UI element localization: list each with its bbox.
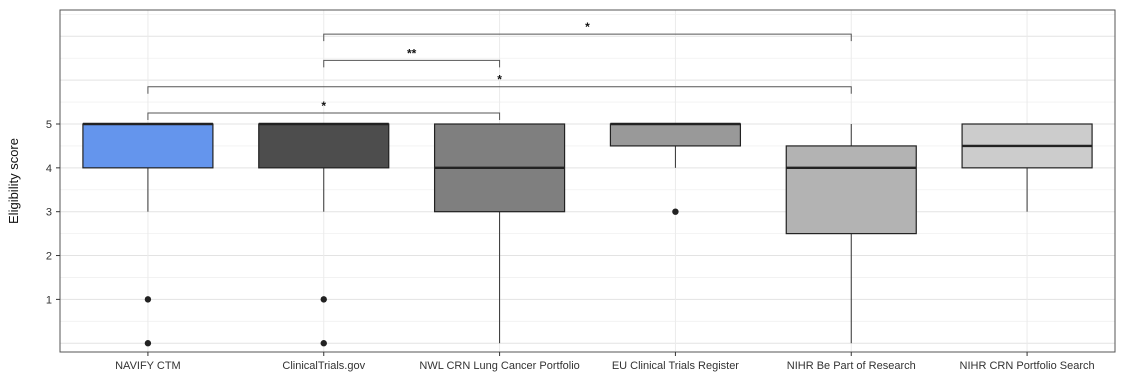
plot-panel-border — [59, 9, 1116, 353]
boxes — [82, 122, 1093, 347]
box-6 — [961, 123, 1093, 212]
x-tick-label: NIHR Be Part of Research — [787, 360, 916, 372]
x-tick-label: EU Clinical Trials Register — [612, 360, 739, 372]
box-iqr — [82, 123, 214, 169]
box-iqr — [785, 145, 917, 235]
y-tick-label: 1 — [46, 294, 52, 306]
box-4 — [609, 122, 742, 215]
y-axis-ticks: 1 2 3 4 5 — [46, 119, 60, 306]
x-tick-label: NWL CRN Lung Cancer Portfolio — [419, 360, 579, 372]
y-tick-label: 2 — [46, 251, 52, 263]
x-tick-label: NIHR CRN Portfolio Search — [960, 360, 1095, 372]
significance-brackets: ***** — [147, 20, 852, 121]
box-5 — [785, 124, 917, 344]
x-tick-label: ClinicalTrials.gov — [282, 360, 365, 372]
significance-label: ** — [407, 46, 417, 60]
grid-lines — [60, 10, 1115, 352]
box-iqr — [258, 123, 390, 169]
x-tick-label: NAVIFY CTM — [115, 360, 181, 372]
outlier-point — [144, 296, 152, 303]
box-1 — [82, 122, 214, 347]
bracket-line — [147, 86, 852, 94]
significance-label: * — [585, 20, 590, 34]
y-tick-label: 5 — [46, 119, 52, 131]
bracket-line — [323, 33, 852, 42]
box-3 — [433, 123, 566, 344]
outlier-point — [144, 340, 152, 347]
bracket-line — [147, 112, 501, 121]
significance-label: * — [497, 73, 502, 87]
box-iqr — [609, 123, 742, 147]
outlier-point — [320, 296, 327, 303]
y-tick-label: 4 — [46, 163, 52, 175]
y-tick-label: 3 — [46, 207, 52, 219]
significance-label: * — [321, 99, 326, 113]
significance-bracket-3: ** — [323, 46, 501, 68]
significance-bracket-4: * — [323, 20, 852, 42]
significance-bracket-2: * — [147, 73, 852, 94]
bracket-line — [323, 59, 501, 68]
x-axis-ticks: NAVIFY CTM ClinicalTrials.gov NWL CRN Lung… — [115, 352, 1095, 372]
outlier-point — [672, 208, 679, 215]
y-axis-title: Eligibility score — [6, 138, 21, 224]
outlier-point — [320, 340, 327, 347]
significance-bracket-1: * — [147, 99, 501, 121]
box-2 — [258, 122, 390, 347]
